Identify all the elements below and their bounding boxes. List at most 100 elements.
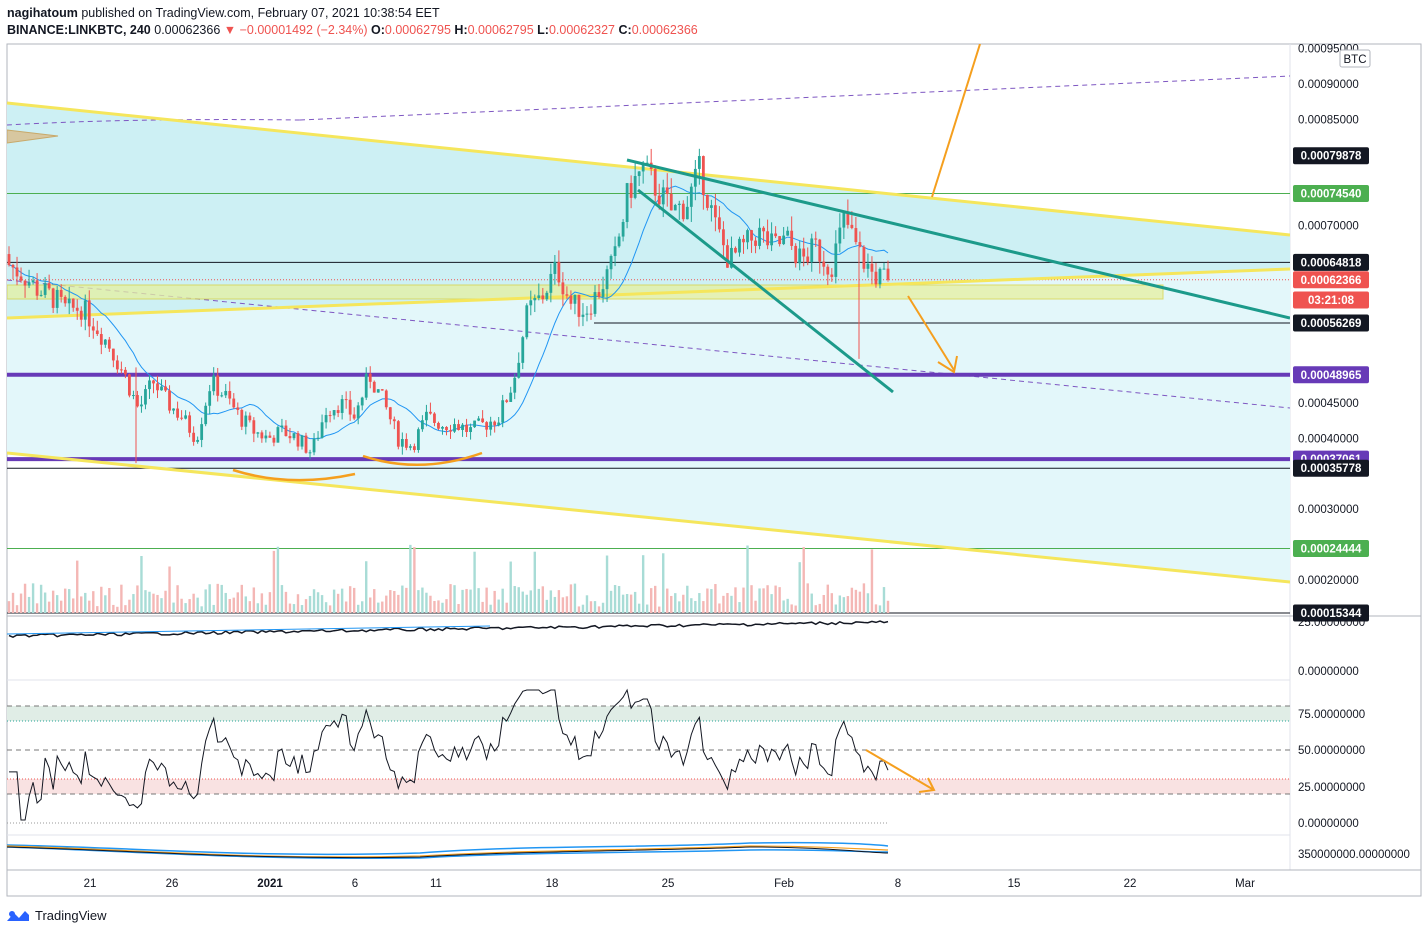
candle	[565, 286, 569, 299]
candle	[264, 429, 268, 443]
candle	[685, 196, 689, 220]
volume-bar	[565, 596, 569, 613]
candle	[810, 233, 814, 272]
candle	[19, 267, 23, 283]
price-axis[interactable]: 0.000950000.000900000.000850000.00070000…	[1298, 44, 1359, 587]
candle	[653, 165, 657, 203]
volume-bar	[216, 583, 219, 613]
candle	[842, 212, 846, 240]
volume-bar	[509, 561, 512, 613]
volume-bar	[581, 604, 585, 613]
volume-bar	[164, 590, 167, 613]
candle	[11, 263, 15, 280]
candle	[493, 420, 497, 433]
volume-bar	[176, 585, 179, 613]
volume-bar	[702, 601, 705, 613]
candle	[750, 229, 753, 253]
candle	[858, 231, 862, 248]
symbol[interactable]: BINANCE:LINKBTC, 240	[7, 23, 151, 37]
candle	[738, 236, 741, 257]
orange-arc-left	[232, 468, 356, 482]
price-tag: 0.00024444	[1293, 540, 1369, 558]
candle	[232, 393, 236, 409]
volume-bar	[573, 583, 577, 613]
volume-bar	[850, 587, 854, 613]
candle	[669, 178, 673, 211]
volume-bar	[51, 590, 55, 613]
candle	[469, 423, 472, 440]
volume-bar	[288, 603, 292, 613]
volume-bar	[730, 595, 733, 613]
volume-bar	[469, 589, 472, 613]
high-label: H:	[454, 23, 468, 37]
candle	[348, 390, 352, 421]
volume-bar	[204, 589, 207, 613]
volume-bar	[132, 594, 135, 613]
price-tags: 0.00079878 0.00074540 0.00064818 0.00062366…	[1293, 147, 1369, 622]
candle	[770, 222, 774, 252]
volume-bar	[758, 588, 761, 613]
volume-bar	[822, 595, 825, 613]
candle	[886, 260, 890, 282]
candle	[834, 230, 838, 284]
candle	[429, 402, 432, 415]
price-tag: 0.00079878	[1293, 147, 1369, 165]
volume-bar	[144, 590, 147, 613]
price-tag: 0.00056269	[1293, 314, 1369, 332]
price-tag: 0.00015344	[1293, 604, 1369, 622]
volume-bar	[160, 598, 163, 613]
candle	[372, 380, 376, 393]
currency-badge[interactable]: BTC	[1339, 49, 1371, 68]
moving-average-line	[8, 185, 889, 440]
currency-badge-text: BTC	[1344, 54, 1367, 66]
candle	[260, 430, 264, 443]
volume-bar	[63, 588, 67, 613]
candle	[589, 304, 593, 320]
volume-bar	[84, 592, 87, 613]
candle	[441, 426, 444, 435]
candle	[802, 237, 806, 267]
volume-bar	[874, 604, 878, 613]
main-pane	[7, 75, 1290, 583]
candle	[51, 287, 55, 314]
volume-bar	[300, 605, 304, 613]
volume-bar	[734, 587, 737, 613]
candle	[67, 286, 71, 315]
candle	[766, 219, 769, 250]
volume-bar	[212, 604, 215, 613]
candle	[99, 327, 103, 355]
candle	[55, 285, 59, 314]
teal-lower-trendline	[637, 188, 894, 394]
volume-bar	[449, 584, 452, 613]
candle	[228, 381, 232, 405]
orange-arrow-up	[931, 44, 981, 198]
volume-bar	[208, 584, 211, 613]
footer[interactable]: TradingView	[6, 905, 107, 925]
candle	[637, 170, 641, 186]
candle	[360, 396, 364, 411]
candle	[368, 366, 372, 389]
volume-bar	[525, 594, 528, 613]
price-tag-label: 0.00024444	[1301, 544, 1362, 556]
candle	[280, 418, 284, 433]
time-axis[interactable]: 21 26 2021 6 11 18 25 Feb 8 15 22 Mar	[84, 878, 1255, 890]
volume-bar	[617, 586, 621, 613]
volume-bar	[172, 602, 175, 613]
candle	[633, 160, 637, 200]
triangle-marker	[7, 129, 59, 144]
candle	[192, 426, 196, 446]
price-tag: 0.00064818	[1293, 253, 1369, 271]
candle	[681, 200, 685, 222]
volume-bar	[453, 585, 456, 613]
candle	[726, 239, 729, 268]
candle	[449, 424, 452, 439]
candle	[308, 449, 312, 460]
yellow-middle-trendline	[7, 267, 1290, 320]
candle	[31, 276, 35, 285]
publisher-name: nagihatoum	[7, 6, 78, 20]
candle	[256, 431, 260, 438]
volume-bar	[104, 595, 107, 613]
price-tick-label: 0.00020000	[1298, 575, 1359, 587]
volume-bar	[806, 583, 809, 613]
